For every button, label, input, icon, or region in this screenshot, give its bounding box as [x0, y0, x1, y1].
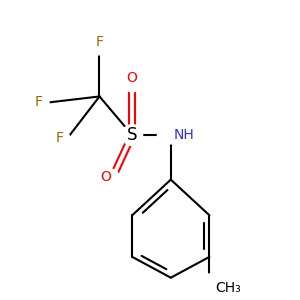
Text: O: O [100, 170, 111, 184]
Text: NH: NH [174, 128, 194, 142]
Text: CH₃: CH₃ [215, 280, 241, 295]
Ellipse shape [104, 169, 119, 184]
Ellipse shape [37, 97, 49, 108]
Text: F: F [56, 131, 64, 145]
Text: S: S [127, 126, 137, 144]
Text: O: O [127, 70, 138, 85]
Ellipse shape [58, 132, 70, 144]
Ellipse shape [158, 126, 190, 144]
Ellipse shape [196, 274, 229, 290]
Text: F: F [95, 35, 104, 49]
Ellipse shape [122, 125, 142, 146]
Text: F: F [35, 95, 43, 110]
Ellipse shape [125, 77, 140, 92]
Ellipse shape [94, 43, 105, 55]
